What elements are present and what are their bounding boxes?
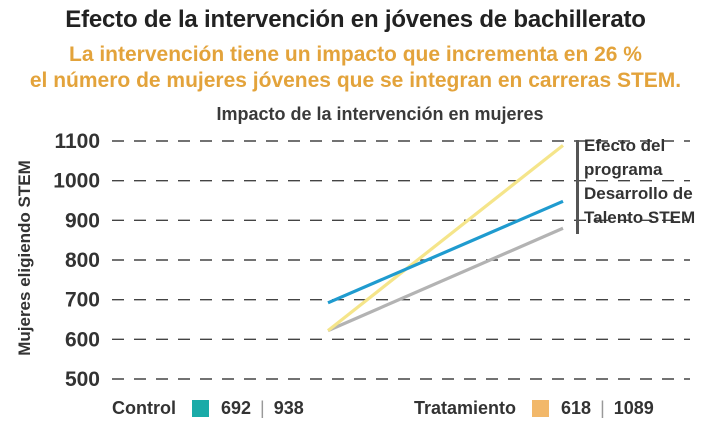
legend-tratamiento-separator: | (600, 397, 605, 418)
plot-title: Impacto de la intervención en mujeres (216, 104, 544, 124)
y-tick-label: 800 (65, 249, 100, 272)
legend-control-swatch (191, 399, 209, 417)
legend-control-label: Control (112, 397, 176, 418)
y-tick-label: 900 (65, 209, 100, 232)
series-line-control (327, 199, 564, 305)
series-line-counterfactual (327, 226, 564, 333)
program-effect-annotation: Efecto del programa Desarrollo de Talent… (584, 134, 709, 230)
legend-control: Control 692 | 938 (112, 396, 304, 420)
y-tick-label: 500 (65, 368, 100, 391)
y-tick-label: 1000 (53, 170, 100, 193)
legend-control-start: 692 (220, 397, 252, 418)
series-line-tratamiento (327, 144, 564, 332)
legend-tratamiento-start: 618 (561, 397, 592, 418)
legend-tratamiento-end: 1089 (613, 397, 654, 418)
chart-subtitle: La intervención tiene un impacto que inc… (0, 42, 711, 94)
legend-tratamiento-label: Tratamiento (414, 397, 517, 418)
legend-control-separator: | (260, 397, 265, 418)
y-tick-label: 600 (65, 328, 100, 351)
legend-tratamiento: Tratamiento 618 | 1089 (414, 396, 654, 420)
subtitle-line-1: La intervención tiene un impacto que inc… (69, 43, 642, 66)
y-tick-label: 700 (65, 289, 100, 312)
annotation-line-2: programa (584, 160, 663, 179)
y-tick-label: 1100 (54, 130, 100, 153)
annotation-line-4: Talento STEM (584, 208, 696, 227)
chart-title-main: Efecto de la intervención en jóvenes de … (65, 6, 646, 33)
legend-tratamiento-swatch (532, 399, 550, 417)
legend-control-end: 938 (273, 397, 304, 418)
annotation-line-1: Efecto del (584, 136, 666, 155)
annotation-bracket (576, 140, 579, 234)
subtitle-line-2: el número de mujeres jóvenes que se inte… (29, 69, 682, 92)
annotation-line-3: Desarrollo de (584, 184, 693, 203)
